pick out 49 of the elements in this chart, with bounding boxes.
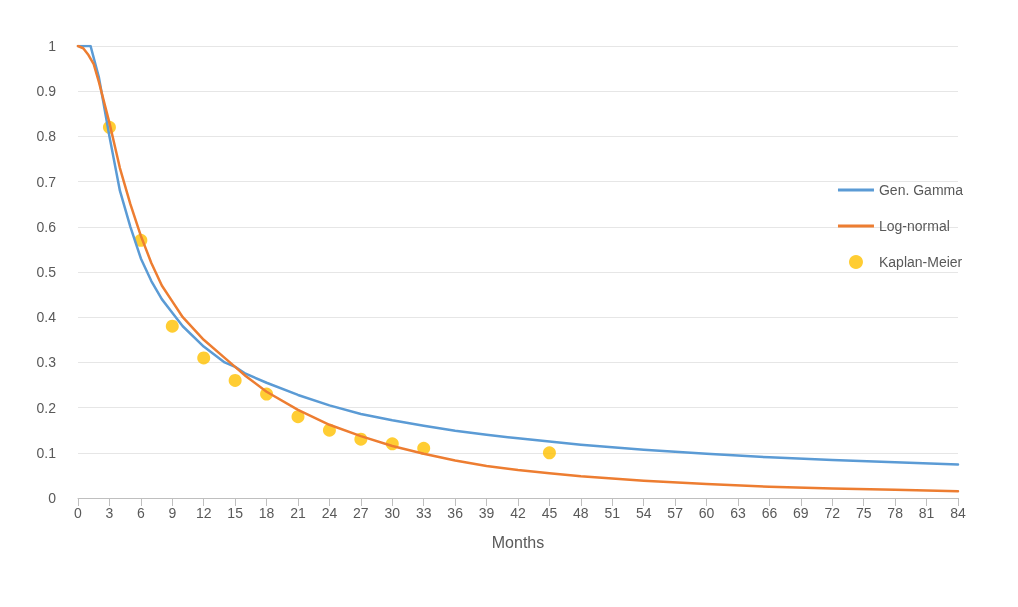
x-tick-label: 0	[74, 505, 83, 521]
y-tick-label: 0.1	[36, 444, 57, 461]
x-tick-label: 84	[950, 505, 966, 521]
x-tick-label: 78	[887, 505, 904, 521]
y-tick-label: 0.6	[36, 218, 57, 235]
x-tick-label: 33	[415, 505, 432, 521]
legend-label: Log-normal	[878, 218, 950, 234]
point	[542, 446, 556, 460]
legend-label: Kaplan-Meier	[878, 254, 963, 270]
y-tick-label: 1	[48, 38, 57, 54]
x-tick-label: 21	[290, 505, 306, 521]
x-tick-label: 6	[136, 505, 145, 521]
x-tick-label: 24	[321, 505, 338, 521]
point	[228, 373, 242, 387]
x-tick-label: 75	[855, 505, 872, 521]
x-tick-label: 72	[824, 505, 841, 521]
y-tick-label: 0.9	[36, 83, 57, 100]
y-tick-label: 0	[48, 490, 57, 506]
x-tick-label: 9	[168, 505, 177, 521]
x-tick-label: 27	[353, 505, 369, 521]
y-tick-label: 0.8	[36, 128, 57, 145]
x-tick-label: 15	[227, 505, 244, 521]
x-tick-label: 3	[105, 505, 114, 521]
y-tick-label: 0.7	[36, 173, 57, 190]
x-tick-label: 30	[384, 505, 401, 521]
x-tick-label: 12	[195, 505, 212, 521]
y-tick-label: 0.2	[36, 399, 57, 416]
legend-label: Gen. Gamma	[878, 182, 964, 198]
x-tick-label: 42	[510, 505, 526, 521]
y-tick-label: 0.3	[36, 354, 57, 371]
x-tick-label: 18	[258, 505, 275, 521]
y-tick-label: 0.4	[36, 309, 57, 326]
x-tick-label: 69	[793, 505, 809, 521]
x-tick-label: 66	[761, 505, 778, 521]
point	[165, 319, 179, 333]
x-tick-label: 48	[573, 505, 589, 521]
x-tick-label: 45	[541, 505, 558, 521]
x-tick-label: 51	[604, 505, 621, 521]
x-tick-label: 36	[447, 505, 464, 521]
x-axis-title: Months	[491, 533, 545, 551]
x-tick-label: 81	[918, 505, 935, 521]
x-tick-label: 60	[698, 505, 715, 521]
y-tick-label: 0.5	[36, 264, 57, 280]
point	[197, 351, 211, 365]
x-tick-label: 57	[667, 505, 684, 521]
x-tick-label: 63	[730, 505, 746, 521]
x-tick-label: 54	[635, 505, 652, 521]
point	[291, 410, 305, 424]
x-tick-label: 39	[478, 505, 495, 521]
